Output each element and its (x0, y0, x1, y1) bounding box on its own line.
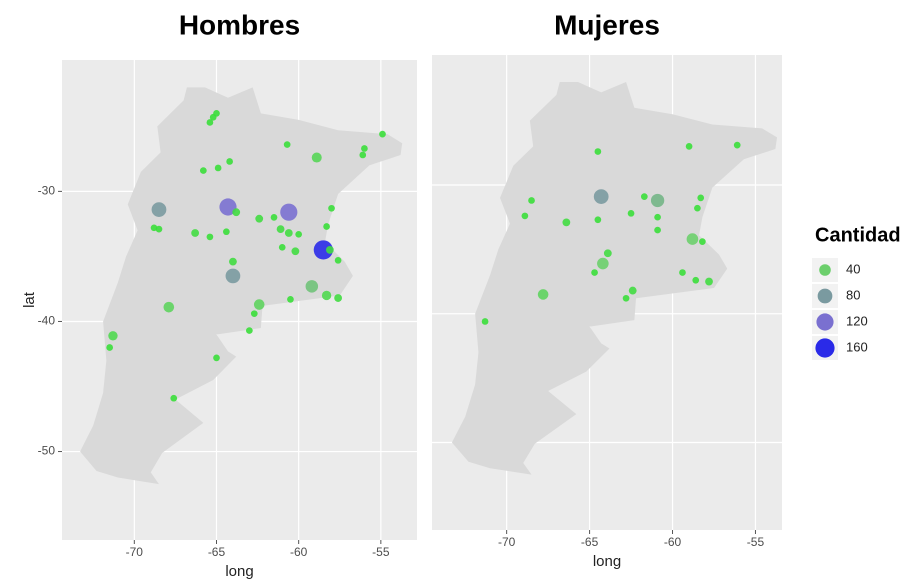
x-axis-title: long (593, 553, 621, 570)
x-tick-label: -55 (372, 545, 390, 559)
point (627, 209, 635, 217)
point (334, 294, 343, 302)
map-outline (80, 87, 403, 485)
chart-title: Hombres (179, 9, 300, 40)
point (685, 143, 693, 150)
y-tick-label: -40 (38, 314, 56, 328)
legend-swatch (815, 338, 835, 358)
point (321, 290, 332, 301)
point (679, 269, 686, 276)
point (106, 344, 114, 351)
y-tick-label: -50 (38, 444, 56, 458)
point (628, 286, 637, 295)
point (223, 228, 230, 236)
point (278, 243, 286, 251)
point (253, 299, 265, 310)
point (200, 167, 207, 174)
point (270, 214, 278, 221)
point (305, 280, 319, 293)
x-tick-label: -65 (208, 545, 226, 559)
point (594, 148, 602, 155)
x-tick-label: -55 (747, 535, 765, 549)
point (313, 240, 333, 260)
x-tick-label: -70 (126, 545, 144, 559)
legend-label: 160 (846, 339, 868, 354)
y-tick-label: -30 (38, 184, 56, 198)
x-tick-label: -65 (581, 535, 599, 549)
point (291, 247, 300, 256)
point (151, 202, 167, 217)
legend-swatch (816, 313, 834, 331)
point (654, 213, 661, 221)
x-tick-label: -70 (498, 535, 516, 549)
legend-label: 80 (846, 287, 860, 302)
point (359, 151, 367, 159)
point (692, 276, 700, 284)
legend-title: Cantidad (815, 224, 901, 246)
point (295, 230, 303, 238)
point (537, 289, 549, 300)
point (697, 194, 705, 202)
point (594, 216, 602, 224)
point (323, 223, 330, 230)
point (694, 204, 701, 212)
point (213, 354, 220, 362)
point (280, 203, 298, 221)
point (246, 327, 253, 334)
point (597, 257, 609, 270)
point (213, 109, 220, 117)
point (163, 301, 175, 313)
legend-label: 120 (846, 313, 868, 328)
point (361, 145, 368, 152)
x-tick-label: -60 (664, 535, 682, 549)
point (593, 189, 609, 204)
legend-swatch (817, 288, 833, 304)
point (226, 158, 233, 165)
point (276, 225, 285, 234)
point (481, 318, 489, 325)
point (219, 198, 237, 216)
legend-swatch (819, 264, 831, 276)
point (170, 394, 178, 402)
point (379, 130, 386, 138)
legend-label: 40 (846, 261, 860, 276)
point (640, 193, 648, 200)
point (108, 331, 118, 341)
point (699, 238, 706, 245)
point (311, 152, 322, 163)
point (325, 246, 334, 254)
point (603, 249, 612, 258)
point (705, 277, 713, 286)
point (206, 119, 214, 126)
point (250, 310, 258, 318)
point (155, 225, 163, 233)
point (206, 233, 214, 241)
y-axis-title: lat (21, 291, 38, 308)
chart-title: Mujeres (554, 9, 660, 40)
x-tick-label: -60 (290, 545, 308, 559)
point (283, 141, 291, 148)
point (528, 197, 535, 204)
point (191, 229, 200, 237)
point (287, 296, 294, 303)
point (622, 294, 630, 302)
x-axis-title: long (225, 563, 253, 580)
point (650, 193, 665, 208)
point (521, 212, 529, 220)
point (591, 269, 598, 276)
point (328, 204, 335, 212)
point (284, 229, 293, 237)
point (229, 257, 237, 266)
point (686, 233, 699, 245)
map-outline (451, 82, 778, 475)
point (562, 218, 571, 227)
point (214, 164, 222, 172)
point (255, 214, 264, 223)
point (654, 226, 661, 234)
point (334, 256, 342, 264)
point (232, 208, 241, 217)
point (225, 268, 241, 284)
point (733, 141, 741, 149)
